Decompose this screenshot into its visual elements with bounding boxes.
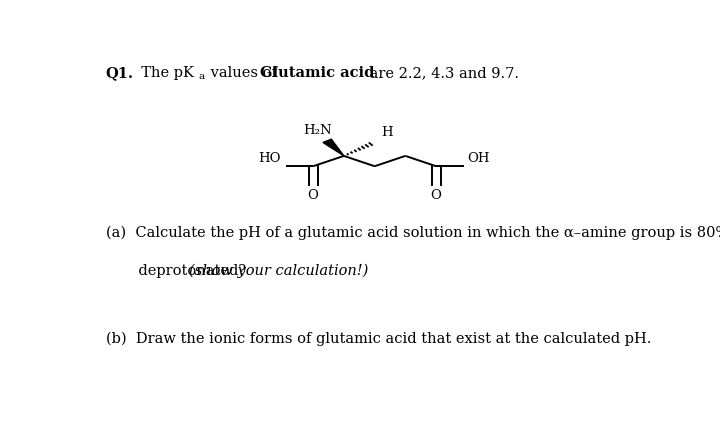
Text: (show your calculation!): (show your calculation!) xyxy=(189,264,369,278)
Text: O: O xyxy=(431,189,441,202)
Polygon shape xyxy=(323,139,344,156)
Text: (b)  Draw the ionic forms of glutamic acid that exist at the calculated pH.: (b) Draw the ionic forms of glutamic aci… xyxy=(106,332,651,346)
Text: H₂N: H₂N xyxy=(303,124,331,137)
Text: (a)  Calculate the pH of a glutamic acid solution in which the α–amine group is : (a) Calculate the pH of a glutamic acid … xyxy=(106,225,720,240)
Text: O: O xyxy=(307,189,318,202)
Text: a: a xyxy=(199,73,205,81)
Text: The pK: The pK xyxy=(132,67,194,80)
Text: HO: HO xyxy=(258,152,282,165)
Text: H: H xyxy=(382,126,393,139)
Text: are 2.2, 4.3 and 9.7.: are 2.2, 4.3 and 9.7. xyxy=(365,67,519,80)
Text: Q1.: Q1. xyxy=(106,67,134,80)
Text: values of: values of xyxy=(206,67,282,80)
Text: OH: OH xyxy=(467,152,490,165)
Text: deprotonated?: deprotonated? xyxy=(106,264,251,277)
Text: Glutamic acid: Glutamic acid xyxy=(260,67,374,80)
